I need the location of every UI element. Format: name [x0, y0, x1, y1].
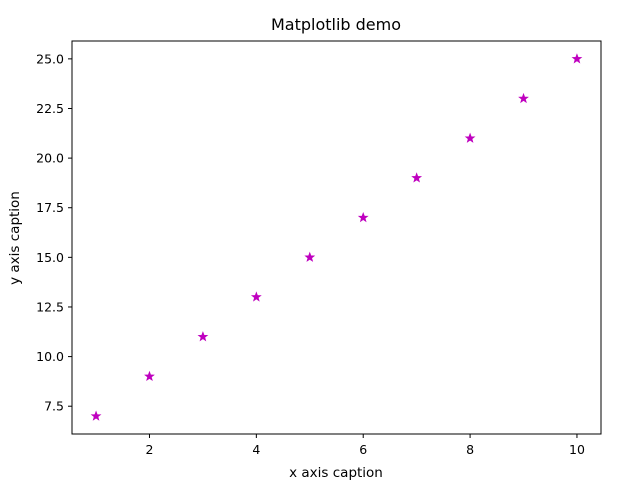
- data-point: [464, 132, 476, 143]
- data-point: [197, 331, 209, 342]
- y-tick-label: 12.5: [36, 299, 64, 314]
- data-point: [144, 370, 155, 382]
- data-point: [90, 410, 102, 421]
- x-axis-label: x axis caption: [289, 465, 383, 481]
- y-tick-label: 22.5: [36, 101, 64, 116]
- data-point: [357, 211, 369, 223]
- chart-title: Matplotlib demo: [271, 15, 401, 34]
- y-tick-label: 20.0: [36, 151, 64, 166]
- y-axis-label: y axis caption: [7, 191, 23, 285]
- data-point: [411, 172, 423, 183]
- x-axis: 2 4 6 8 10: [146, 434, 585, 457]
- x-tick-label: 2: [146, 442, 154, 457]
- x-tick-label: 4: [252, 442, 260, 457]
- y-axis: 7.5 10.0 12.5 15.0 17.5 20.0 22.5 25.0: [36, 51, 72, 414]
- data-point: [304, 251, 316, 262]
- data-point: [571, 53, 583, 64]
- data-point: [518, 92, 529, 104]
- y-tick-label: 10.0: [36, 349, 64, 364]
- plot-frame: [71, 40, 602, 435]
- x-tick-label: 8: [466, 442, 474, 457]
- plot-area: [72, 41, 601, 434]
- x-tick-label: 6: [359, 442, 367, 457]
- x-tick-label: 10: [569, 442, 585, 457]
- y-tick-label: 7.5: [44, 399, 64, 414]
- data-point: [250, 291, 262, 302]
- data-points: [90, 53, 583, 421]
- y-tick-label: 25.0: [36, 51, 64, 66]
- y-tick-label: 17.5: [36, 200, 64, 215]
- y-tick-label: 15.0: [36, 250, 64, 265]
